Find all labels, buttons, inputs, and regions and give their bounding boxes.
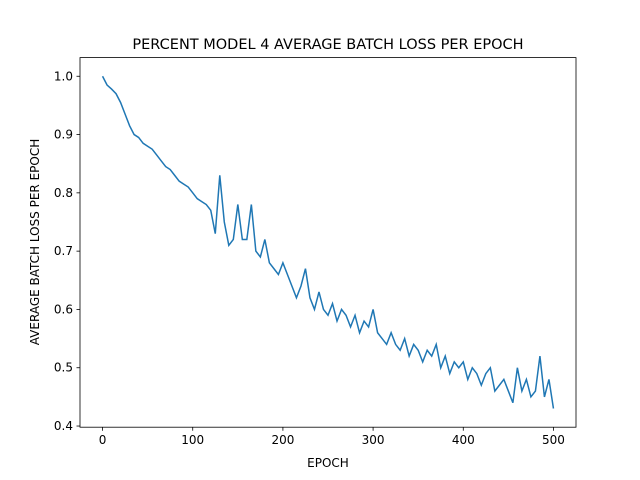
x-tick-label: 300 <box>362 433 385 447</box>
plot-frame <box>79 57 577 428</box>
y-tick-label: 0.8 <box>54 186 73 200</box>
chart-title: PERCENT MODEL 4 AVERAGE BATCH LOSS PER E… <box>132 37 523 53</box>
x-tick-label: 400 <box>452 433 475 447</box>
y-tick-label: 0.7 <box>54 244 73 258</box>
x-tick-label: 100 <box>181 433 204 447</box>
y-tick-label: 0.6 <box>54 302 73 316</box>
y-tick-label: 0.9 <box>54 128 73 142</box>
x-tick-label: 200 <box>271 433 294 447</box>
y-tick-label: 0.4 <box>54 419 73 433</box>
y-tick-label: 1.0 <box>54 69 73 83</box>
x-tick-label: 0 <box>99 433 107 447</box>
x-axis-label: EPOCH <box>307 456 349 470</box>
y-axis-label: AVERAGE BATCH LOSS PER EPOCH <box>28 139 42 346</box>
x-tick-label: 500 <box>542 433 565 447</box>
data-line <box>101 75 555 409</box>
y-tick-label: 0.5 <box>54 361 73 375</box>
